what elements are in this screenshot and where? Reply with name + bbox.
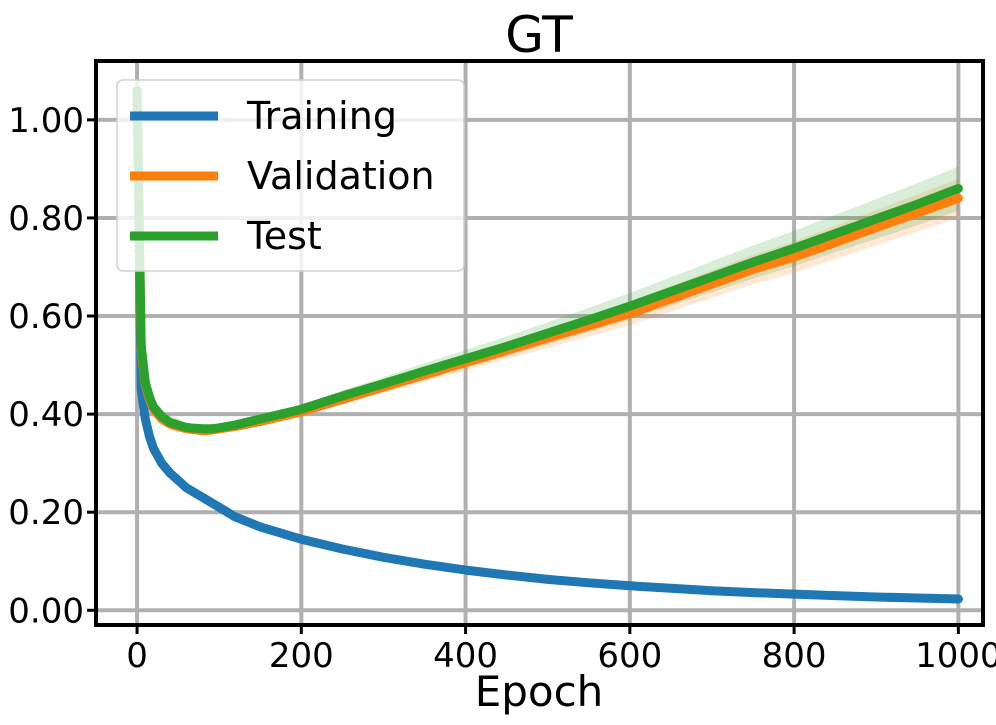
legend-label-training: Training (246, 94, 397, 138)
x-axis-label: Epoch (475, 667, 604, 716)
legend-label-validation: Validation (247, 154, 435, 198)
training-line (132, 85, 963, 604)
x-tick-label: 400 (433, 636, 498, 676)
y-tick-label: 0.40 (8, 395, 84, 435)
x-tick-label: 0 (126, 636, 148, 676)
y-tick-label: 1.00 (8, 101, 84, 141)
x-tick-label: 1000 (915, 636, 996, 676)
y-tick-label: 0.20 (8, 493, 84, 533)
y-tick-label: 0.80 (8, 199, 84, 239)
x-tick-label: 600 (597, 636, 662, 676)
chart-title: GT (505, 6, 573, 64)
y-axis-ticks: 0.00 0.20 0.40 0.60 0.80 1.00 (8, 101, 96, 631)
legend: Training Validation Test (116, 79, 465, 272)
y-tick-label: 0.60 (8, 297, 84, 337)
x-tick-label: 200 (269, 636, 334, 676)
legend-label-test: Test (246, 214, 322, 258)
test-line (132, 85, 963, 434)
plot-frame (94, 59, 985, 627)
x-tick-label: 800 (762, 636, 827, 676)
x-axis-ticks: 0 200 400 600 800 1000 (126, 625, 996, 676)
series-lines (132, 85, 963, 604)
y-tick-label: 0.00 (8, 591, 84, 631)
legend-box (116, 79, 465, 272)
